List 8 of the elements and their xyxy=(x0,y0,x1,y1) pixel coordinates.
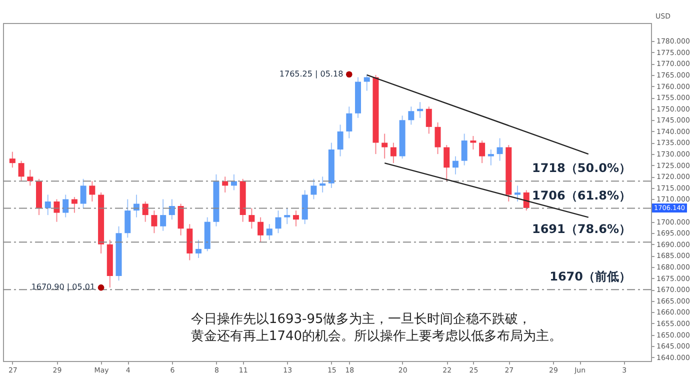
annotation: 黄金还有再上1740的机会。所以操作上要考虑以低多布局为主。 xyxy=(190,328,562,344)
ref-line-label: 1691（78.6%） xyxy=(532,222,631,236)
ref-line-label: 1718（50.0%） xyxy=(532,161,631,176)
annotation: 1670.90 | 05.01 xyxy=(31,282,96,292)
annotation: 今日操作先以1693-95做多为主，一旦长时间企稳不跌破， xyxy=(190,310,532,327)
ref-line-label: 1670（前低） xyxy=(550,270,631,284)
ref-line-label: 1706（61.8%） xyxy=(532,188,631,202)
annotation: 1765.25 | 05.18 xyxy=(279,69,344,78)
